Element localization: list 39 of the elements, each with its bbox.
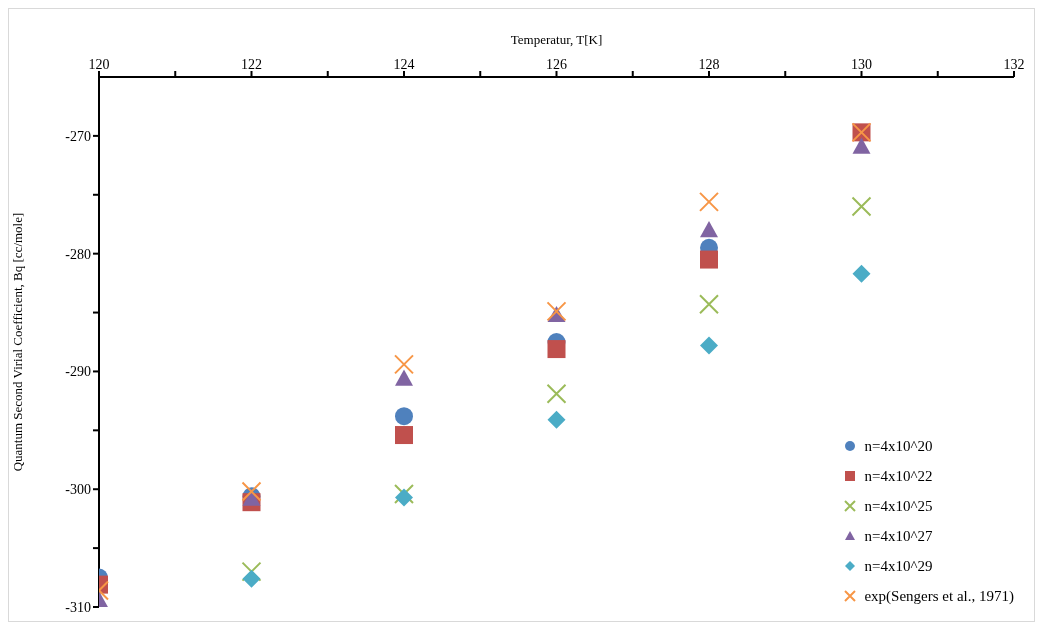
point: [852, 264, 871, 283]
legend-label: exp(Sengers et al., 1971): [864, 587, 1014, 605]
x-tick-label: 126: [546, 57, 567, 72]
x-axis-title: Temperatur, T[K]: [510, 32, 603, 48]
point: [547, 410, 566, 429]
point: [241, 481, 262, 502]
point: [394, 354, 414, 375]
point: [546, 383, 567, 404]
x-tick-label: 124: [393, 57, 415, 72]
x-tick-label: 120: [88, 57, 110, 72]
y-tick-label: -290: [65, 364, 91, 380]
legend-label: n=4x10^20: [864, 437, 933, 455]
point: [700, 336, 718, 355]
point: [395, 369, 413, 386]
point: [395, 407, 413, 426]
point: [700, 221, 718, 238]
point: [547, 340, 566, 359]
y-tick-label: -300: [65, 482, 91, 498]
legend-label: n=4x10^25: [864, 497, 933, 515]
y-axis-title: Quantum Second Virial Coefficient, Bq [cc/mole]: [9, 212, 25, 472]
point: [699, 191, 719, 212]
x-tick-label: 130: [851, 57, 872, 72]
y-tick-label: -310: [65, 599, 91, 615]
legend-label: n=4x10^29: [864, 557, 933, 575]
point: [395, 488, 413, 507]
x-tick-label: 132: [1003, 57, 1025, 72]
point: [700, 250, 718, 269]
y-tick-label: -270: [65, 128, 91, 144]
point: [395, 426, 413, 445]
x-tick-label: 122: [241, 57, 262, 72]
y-tick-label: -280: [65, 246, 91, 262]
point: [242, 569, 261, 588]
point: [851, 196, 872, 217]
point: [394, 483, 414, 504]
x-tick-label: 128: [698, 57, 720, 72]
point: [699, 294, 719, 315]
legend-label: n=4x10^27: [864, 527, 933, 545]
point: [852, 137, 871, 154]
legend-label: n=4x10^22: [864, 467, 933, 485]
